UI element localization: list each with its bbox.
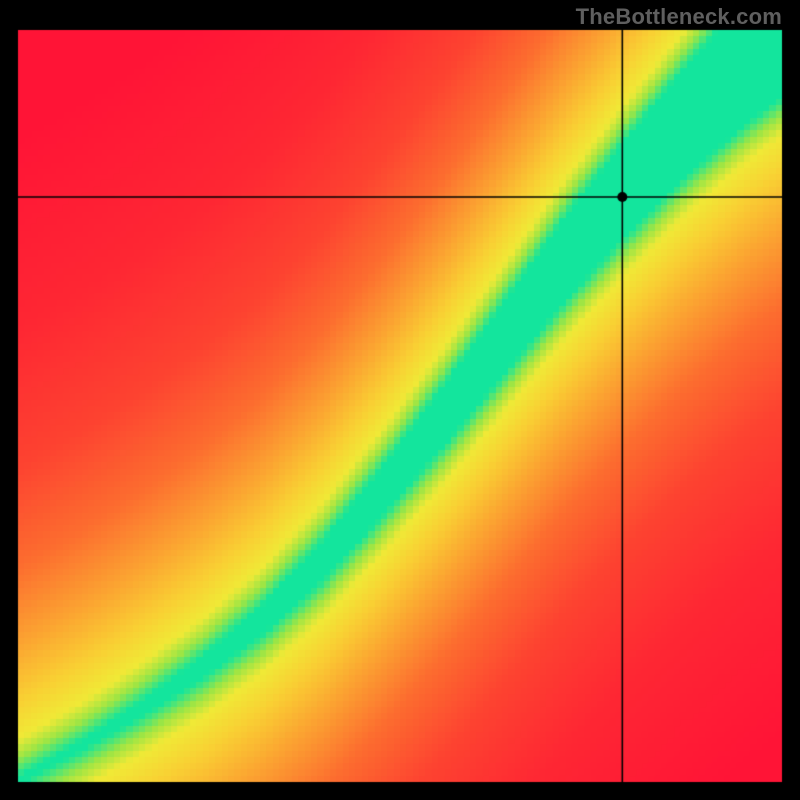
watermark-text: TheBottleneck.com	[576, 4, 782, 30]
bottleneck-heatmap	[0, 0, 800, 800]
